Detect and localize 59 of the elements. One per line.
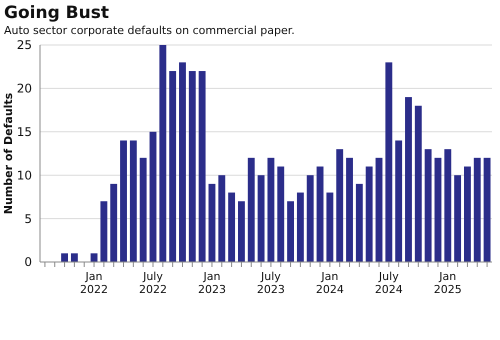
bar bbox=[444, 149, 452, 262]
x-tick-label: Jan 2024 bbox=[316, 270, 344, 296]
bar bbox=[228, 192, 236, 262]
bar bbox=[70, 253, 78, 262]
x-tick-label: Jan 2023 bbox=[198, 270, 226, 296]
bar bbox=[120, 140, 127, 262]
bar bbox=[474, 158, 481, 262]
bar bbox=[454, 175, 462, 262]
bar bbox=[277, 166, 284, 262]
y-tick-label: 0 bbox=[24, 255, 32, 270]
bar bbox=[424, 149, 432, 262]
x-tick-label: July 2022 bbox=[139, 270, 167, 296]
bar bbox=[356, 184, 363, 262]
bar bbox=[405, 97, 412, 262]
bar bbox=[130, 140, 137, 262]
bar bbox=[169, 71, 176, 262]
bar bbox=[484, 158, 491, 262]
bar bbox=[90, 253, 98, 262]
bar bbox=[346, 158, 353, 262]
bar bbox=[258, 175, 265, 262]
y-tick-label: 10 bbox=[16, 168, 32, 182]
bar bbox=[198, 71, 206, 262]
bar bbox=[140, 158, 147, 262]
bar bbox=[385, 62, 392, 262]
bar bbox=[316, 166, 324, 262]
bar bbox=[110, 184, 118, 262]
bar bbox=[306, 175, 314, 262]
chart-title: Going Bust bbox=[4, 3, 109, 23]
y-tick-label: 20 bbox=[16, 82, 32, 96]
bar bbox=[61, 253, 68, 262]
y-axis-title: Number of Defaults bbox=[2, 92, 15, 214]
x-tick-label: July 2024 bbox=[374, 270, 403, 296]
bar bbox=[218, 175, 226, 262]
bar bbox=[248, 158, 255, 262]
bar bbox=[179, 62, 186, 262]
chart-subtitle: Auto sector corporate defaults on commercial paper. bbox=[4, 24, 295, 37]
x-tick-label: July 2023 bbox=[256, 270, 285, 296]
bar bbox=[267, 158, 274, 262]
bar bbox=[100, 201, 108, 262]
bar bbox=[366, 166, 373, 262]
bar bbox=[159, 45, 166, 262]
x-tick-label: Jan 2025 bbox=[434, 270, 462, 296]
bar bbox=[376, 158, 382, 262]
bar bbox=[188, 71, 196, 262]
bar bbox=[395, 140, 402, 262]
bar bbox=[238, 201, 245, 262]
x-tick-label: Jan 2022 bbox=[80, 270, 108, 296]
bar bbox=[434, 158, 442, 262]
y-tick-label: 5 bbox=[24, 212, 32, 226]
bar bbox=[326, 192, 334, 262]
y-tick-label: 25 bbox=[16, 38, 32, 52]
bar bbox=[464, 166, 471, 262]
bar bbox=[150, 132, 156, 262]
bar bbox=[287, 201, 294, 262]
bar bbox=[336, 149, 344, 262]
bar bbox=[296, 192, 304, 262]
bar bbox=[208, 184, 216, 262]
bar bbox=[414, 106, 422, 262]
y-tick-label: 15 bbox=[16, 125, 32, 139]
